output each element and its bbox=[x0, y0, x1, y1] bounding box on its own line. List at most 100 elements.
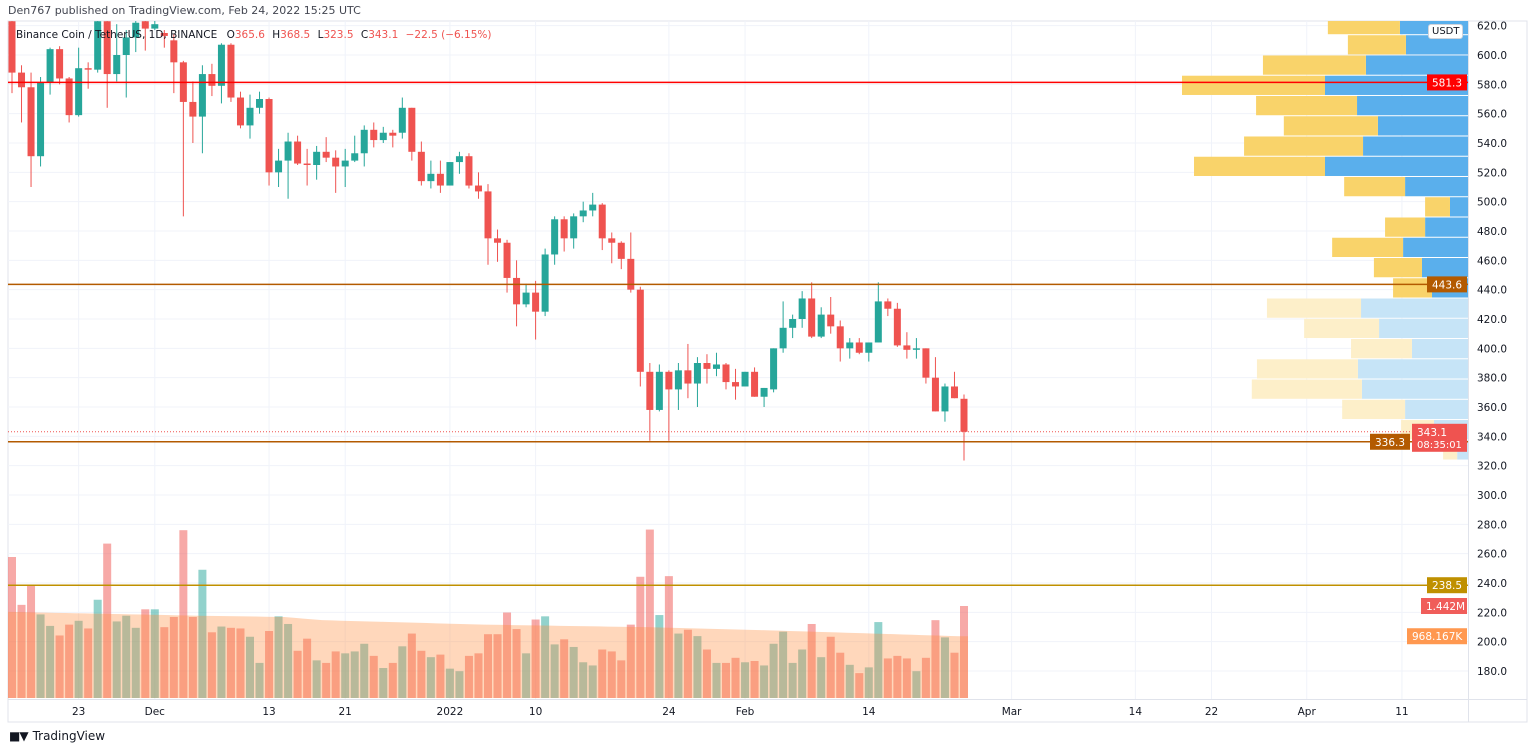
volume-profile-down bbox=[1344, 176, 1406, 197]
price-tick-label: 440.0 bbox=[1477, 285, 1507, 297]
volume-bar bbox=[750, 660, 759, 698]
candle-body bbox=[922, 348, 930, 378]
volume-bar bbox=[522, 653, 531, 698]
volume-bar bbox=[284, 623, 293, 698]
horizontal-lines[interactable] bbox=[8, 81, 1468, 586]
volume-bar bbox=[464, 655, 473, 698]
price-tick-label: 200.0 bbox=[1477, 637, 1507, 649]
candle-body bbox=[198, 74, 206, 117]
candle-body bbox=[303, 163, 311, 166]
chart-frame bbox=[7, 20, 1528, 723]
volume-bar bbox=[341, 653, 350, 698]
volume-bar bbox=[303, 638, 312, 698]
time-axis[interactable]: 23 Dec 13 21 2022 10 24 Feb 14 Mar 14 22 Apr 11 bbox=[72, 706, 1409, 718]
candle bbox=[789, 314, 797, 339]
volume-profile-down bbox=[1393, 278, 1432, 298]
volume-bar bbox=[493, 634, 502, 698]
close-value: 343.1 bbox=[368, 29, 399, 41]
volume-profile-down bbox=[1304, 318, 1380, 339]
candle bbox=[56, 46, 64, 85]
volume-badge bbox=[1421, 598, 1467, 615]
candle bbox=[227, 43, 235, 102]
candle-body bbox=[770, 348, 778, 390]
volume-bar bbox=[874, 622, 883, 698]
volume-profile-down bbox=[1351, 339, 1412, 359]
volume-profile-up bbox=[1357, 359, 1468, 379]
price-tick-label: 300.0 bbox=[1477, 490, 1507, 502]
currency-badge[interactable]: USDT bbox=[1428, 24, 1464, 39]
volume-bar bbox=[769, 643, 778, 698]
volume-bar bbox=[207, 632, 216, 698]
candle-body bbox=[122, 37, 130, 55]
symbol-legend: Binance Coin / TetherUS, 1D, BINANCE O36… bbox=[16, 29, 495, 41]
volume-bar bbox=[693, 636, 702, 698]
candle-body bbox=[8, 21, 16, 73]
volume-bar bbox=[893, 655, 902, 698]
price-tick-label: 620.0 bbox=[1477, 21, 1507, 33]
candle bbox=[427, 160, 435, 189]
volume-profile-up bbox=[1405, 399, 1468, 420]
candle-body bbox=[522, 292, 530, 305]
candle bbox=[256, 91, 264, 114]
volume-bar bbox=[503, 612, 512, 698]
price-tick-label: 560.0 bbox=[1477, 109, 1507, 121]
volume-profile-up bbox=[1377, 116, 1468, 136]
volume-bar bbox=[226, 627, 235, 698]
candle bbox=[922, 348, 930, 384]
price-axis[interactable]: 620.0 600.0 580.0 560.0 540.0 520.0 500.0 480.0… bbox=[1477, 21, 1507, 678]
candle-body bbox=[665, 371, 673, 390]
volume-ma-area bbox=[8, 611, 968, 698]
candle bbox=[741, 371, 749, 387]
candle-body bbox=[551, 219, 559, 255]
price-tick-label: 540.0 bbox=[1477, 138, 1507, 150]
candle bbox=[446, 162, 454, 186]
candle-body bbox=[94, 21, 102, 70]
tradingview-logo[interactable]: ■▼ TradingView bbox=[9, 729, 105, 743]
volume-bar bbox=[912, 671, 921, 698]
volume-profile-down bbox=[1244, 136, 1364, 156]
candle-body bbox=[503, 242, 511, 278]
candle bbox=[589, 192, 597, 217]
volume-bar bbox=[274, 616, 283, 698]
candle bbox=[712, 352, 720, 377]
publish-attribution: Den767 published on TradingView.com, Feb… bbox=[8, 4, 361, 17]
candle-body bbox=[712, 364, 720, 369]
candle bbox=[379, 126, 387, 144]
volume-profile-down bbox=[1373, 258, 1422, 278]
volume-bar bbox=[864, 667, 873, 698]
candle bbox=[779, 301, 787, 353]
candle-body bbox=[113, 55, 121, 75]
volume-bar bbox=[921, 657, 930, 698]
volume-bar bbox=[626, 624, 635, 698]
candle bbox=[332, 150, 340, 193]
horizontal-line-badge-text: 581.3 bbox=[1432, 77, 1462, 89]
volume-profile-up bbox=[1361, 298, 1468, 318]
volume-bar bbox=[617, 660, 626, 698]
candle bbox=[160, 30, 168, 48]
candle bbox=[370, 122, 378, 148]
price-tick-label: 480.0 bbox=[1477, 226, 1507, 238]
symbol-name[interactable]: Binance Coin / TetherUS, 1D, BINANCE bbox=[16, 29, 218, 41]
volume-bar bbox=[293, 650, 302, 698]
candle bbox=[65, 77, 73, 123]
volume-bar bbox=[855, 673, 864, 698]
volume-bar bbox=[27, 585, 36, 698]
candle bbox=[484, 184, 492, 265]
candle bbox=[627, 232, 635, 293]
volume-bar bbox=[65, 624, 74, 698]
candle-body bbox=[256, 99, 264, 108]
price-tick-label: 520.0 bbox=[1477, 167, 1507, 179]
candle bbox=[703, 354, 711, 384]
volume-bar bbox=[379, 668, 388, 698]
candle-body bbox=[589, 204, 597, 211]
last-price-text: 343.1 bbox=[1417, 427, 1447, 439]
volume-profile-up bbox=[1325, 156, 1468, 176]
volume-bar bbox=[826, 636, 835, 698]
candle-body bbox=[541, 254, 549, 312]
candle bbox=[884, 298, 892, 317]
candle bbox=[141, 21, 149, 51]
time-tick-label: 14 bbox=[862, 706, 876, 718]
candle-body bbox=[465, 156, 473, 186]
time-tick-label: 14 bbox=[1129, 706, 1143, 718]
